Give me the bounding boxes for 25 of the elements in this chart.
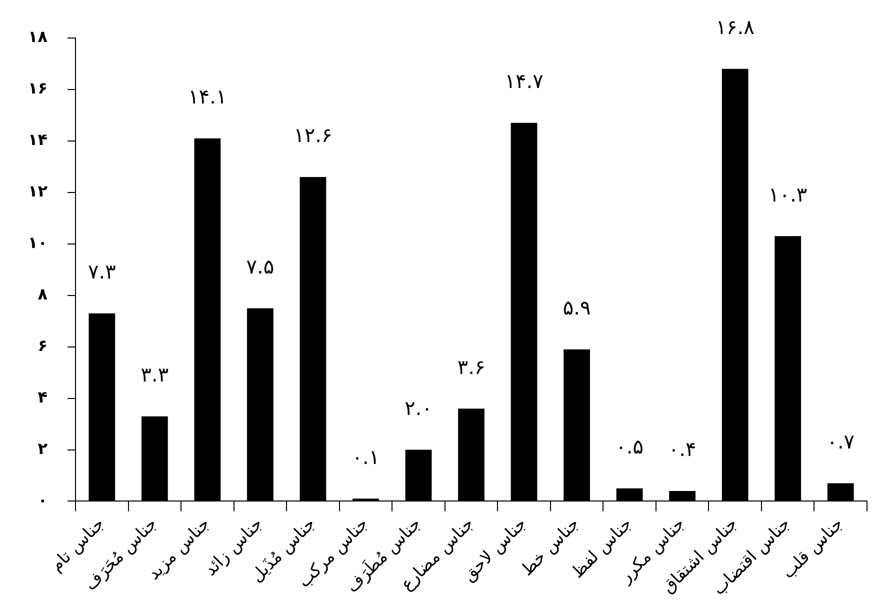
y-tick-label: ۰ bbox=[38, 490, 48, 510]
data-label: ۲.۰ bbox=[404, 396, 432, 420]
data-label: ۵.۹ bbox=[562, 296, 591, 320]
data-label: ۱۶.۸ bbox=[716, 15, 755, 40]
y-tick-label: ۱۲ bbox=[28, 182, 48, 201]
y-tick-label: ۶ bbox=[38, 336, 48, 355]
data-label: ۰.۷ bbox=[826, 429, 855, 454]
data-label: ۱۴.۷ bbox=[504, 69, 544, 94]
y-tick-label: ۱۸ bbox=[28, 27, 48, 46]
data-label: ۱۰.۳ bbox=[768, 182, 808, 206]
y-tick-label: ۱۰ bbox=[28, 233, 48, 252]
data-label: ۳.۶ bbox=[457, 354, 486, 379]
y-tick-label: ۱۶ bbox=[28, 78, 48, 98]
data-label: ۳.۳ bbox=[140, 362, 169, 387]
y-tick-label: ۲ bbox=[38, 438, 48, 458]
y-tick-label: ۱۴ bbox=[28, 130, 48, 150]
data-label: ۱۴.۱ bbox=[188, 84, 227, 109]
data-label: ۱۲.۶ bbox=[294, 123, 332, 148]
data-label: ۷.۳ bbox=[88, 260, 116, 284]
y-tick-label: ۸ bbox=[38, 284, 48, 304]
data-label: ۰.۱ bbox=[352, 444, 380, 469]
data-label: ۰.۴ bbox=[668, 437, 696, 462]
y-tick-label: ۴ bbox=[38, 387, 48, 406]
data-label: ۰.۵ bbox=[616, 434, 644, 459]
data-label: ۷.۵ bbox=[246, 254, 274, 278]
